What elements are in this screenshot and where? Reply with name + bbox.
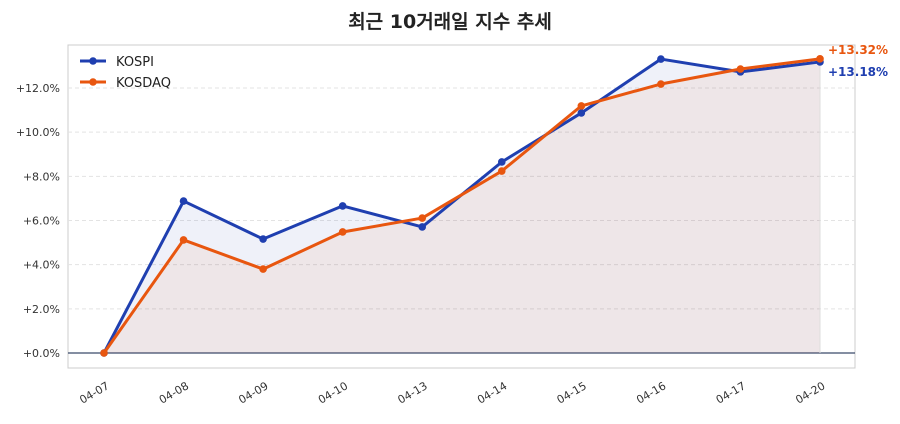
y-tick-label: +2.0% — [23, 303, 60, 316]
kosdaq-point — [418, 214, 427, 222]
x-tick-label: 04-13 — [396, 379, 430, 406]
y-tick-label: +12.0% — [16, 82, 60, 95]
kospi-point — [179, 197, 188, 205]
kospi-point — [338, 202, 347, 210]
kospi-point — [259, 235, 267, 243]
kospi-area — [104, 59, 820, 354]
x-tick-label: 04-16 — [634, 379, 668, 406]
chart-title: 최근 10거래일 지수 추세 — [348, 11, 552, 33]
kospi-point — [657, 55, 665, 63]
y-tick-label: +4.0% — [23, 259, 60, 272]
kospi-point — [418, 223, 427, 231]
kosdaq-point — [577, 102, 586, 110]
kosdaq-point — [100, 349, 108, 357]
kospi-end-label: +13.18% — [828, 65, 888, 79]
kosdaq-point — [736, 65, 745, 73]
x-tick-label: 04-14 — [475, 379, 509, 406]
kosdaq-end-label: +13.32% — [828, 43, 888, 57]
y-tick-label: +0.0% — [23, 347, 60, 360]
y-tick-label: +6.0% — [23, 215, 60, 228]
kospi-point — [497, 158, 506, 166]
kosdaq-point — [816, 55, 824, 63]
x-tick-label: 04-09 — [236, 379, 270, 406]
kosdaq-legend-label: KOSDAQ — [116, 76, 171, 91]
kosdaq-line — [102, 57, 821, 354]
kosdaq-legend-marker — [89, 78, 97, 86]
kosdaq-point — [259, 265, 267, 273]
x-tick-label: 04-15 — [555, 379, 589, 406]
x-tick-label: 04-07 — [77, 379, 111, 406]
y-tick-label: +10.0% — [16, 126, 60, 139]
plot-area — [67, 44, 856, 369]
kosdaq-point — [497, 167, 506, 175]
kospi-point — [577, 109, 586, 117]
kosdaq-point — [179, 236, 188, 244]
kosdaq-point — [338, 228, 347, 236]
kosdaq-point — [657, 80, 665, 88]
x-tick-label: 04-20 — [793, 379, 827, 406]
kospi-legend-marker — [89, 57, 97, 65]
x-tick-label: 04-10 — [316, 379, 350, 406]
x-tick-label: 04-17 — [714, 379, 748, 406]
kosdaq-area — [104, 58, 820, 353]
kospi-legend-label: KOSPI — [116, 55, 154, 70]
x-tick-label: 04-08 — [157, 379, 191, 406]
y-tick-label: +8.0% — [23, 170, 60, 183]
